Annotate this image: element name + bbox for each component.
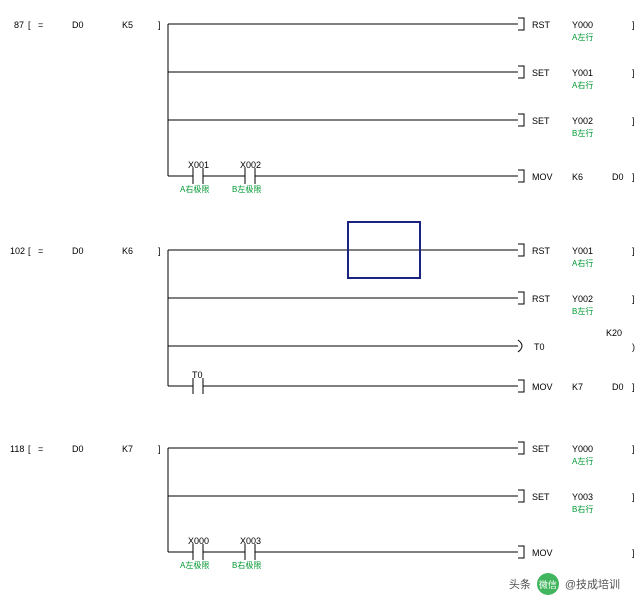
compare-eq: = — [38, 444, 43, 454]
operand: K6 — [572, 172, 583, 182]
line-number: 102 — [10, 246, 25, 256]
operand: Y003 — [572, 492, 593, 502]
line-number: 87 — [14, 20, 24, 30]
wechat-icon: 微信 — [537, 573, 559, 595]
instruction: SET — [532, 444, 550, 454]
compare-op1: D0 — [72, 20, 84, 30]
line-number: 118 — [10, 444, 24, 454]
device-comment: A左行 — [572, 32, 593, 43]
bracket-close: ] — [158, 444, 161, 454]
compare-op2: K6 — [122, 246, 133, 256]
device-comment: A左行 — [572, 456, 593, 467]
operand: Y000 — [572, 444, 593, 454]
bracket-right: ] — [632, 68, 635, 78]
watermark: 头条 微信 @技成培训 — [509, 573, 620, 595]
compare-op2: K7 — [122, 444, 133, 454]
watermark-source: 头条 — [509, 576, 531, 592]
bracket-right: ] — [632, 382, 635, 392]
bracket-right: ] — [632, 294, 635, 304]
contact-label: T0 — [192, 370, 203, 380]
bracket-close: ] — [158, 20, 161, 30]
bracket-right: ] — [632, 172, 635, 182]
bracket-right: ] — [632, 548, 635, 558]
operand: Y001 — [572, 246, 593, 256]
bracket-open: [ — [28, 20, 31, 30]
compare-op1: D0 — [72, 246, 84, 256]
operand: Y002 — [572, 116, 593, 126]
compare-eq: = — [38, 246, 43, 256]
coil-right: ) — [632, 342, 635, 352]
instruction: MOV — [532, 548, 553, 558]
compare-eq: = — [38, 20, 43, 30]
timer-coil: T0 — [534, 342, 545, 352]
timer-preset: K20 — [606, 328, 622, 338]
device-comment: A右行 — [572, 258, 593, 269]
operand: Y002 — [572, 294, 593, 304]
watermark-account: @技成培训 — [565, 576, 620, 592]
bracket-right: ] — [632, 492, 635, 502]
ladder-diagram-canvas: 87 [ = D0 K5 ] RST Y000 A左行 ] SET Y001 A… — [0, 0, 640, 601]
contact-label: X002 — [240, 160, 261, 170]
instruction: SET — [532, 116, 550, 126]
contact-comment: B左极限 — [232, 184, 261, 195]
contact-comment: A右极限 — [180, 184, 209, 195]
instruction: MOV — [532, 382, 553, 392]
compare-op2: K5 — [122, 20, 133, 30]
contact-label: X000 — [188, 536, 209, 546]
operand: D0 — [612, 172, 624, 182]
instruction: SET — [532, 68, 550, 78]
contact-comment: B右极限 — [232, 560, 261, 571]
compare-op1: D0 — [72, 444, 84, 454]
device-comment: B左行 — [572, 128, 593, 139]
contact-label: X003 — [240, 536, 261, 546]
instruction: RST — [532, 246, 550, 256]
operand: K7 — [572, 382, 583, 392]
instruction: MOV — [532, 172, 553, 182]
bracket-right: ] — [632, 444, 635, 454]
instruction: SET — [532, 492, 550, 502]
operand: Y000 — [572, 20, 593, 30]
operand: D0 — [612, 382, 624, 392]
bracket-open: [ — [28, 246, 31, 256]
bracket-right: ] — [632, 246, 635, 256]
instruction: RST — [532, 20, 550, 30]
bracket-open: [ — [28, 444, 31, 454]
contact-comment: A左极限 — [180, 560, 209, 571]
device-comment: B右行 — [572, 504, 593, 515]
operand: Y001 — [572, 68, 593, 78]
bracket-right: ] — [632, 20, 635, 30]
bracket-close: ] — [158, 246, 161, 256]
contact-label: X001 — [188, 160, 209, 170]
device-comment: B左行 — [572, 306, 593, 317]
instruction: RST — [532, 294, 550, 304]
bracket-right: ] — [632, 116, 635, 126]
device-comment: A右行 — [572, 80, 593, 91]
